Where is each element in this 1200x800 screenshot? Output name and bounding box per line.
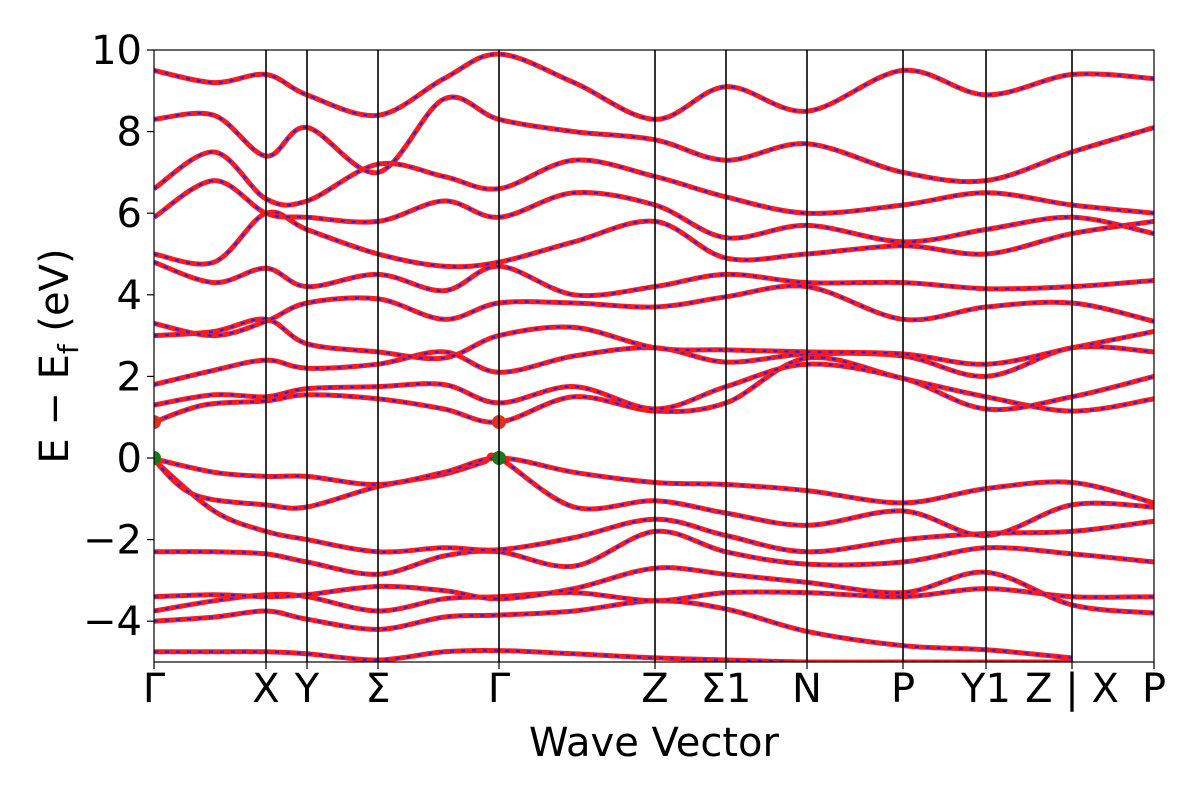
plot-frame	[153, 49, 1155, 663]
band-line-dashed-16	[154, 150, 1154, 215]
band-line-15	[154, 178, 1154, 245]
x-tick-label-4: Γ	[488, 666, 511, 712]
x-axis-title: Wave Vector	[529, 720, 780, 766]
x-tick-label-2: Y	[294, 666, 320, 712]
plot-area	[154, 51, 1154, 662]
x-axis-ticks: Γ X Y Σ Γ Z Σ1 N P Y1 Z | X P	[143, 662, 1166, 712]
band-line-dashed-6	[154, 454, 1154, 537]
y-tick-label-4: 2	[117, 354, 142, 400]
band-line-dashed-10	[154, 345, 1154, 386]
band-line-dashed-14	[154, 210, 1154, 268]
x-tick-label-10: Z | X	[1025, 666, 1119, 712]
x-tick-label-11: P	[1142, 666, 1166, 712]
y-tick-label-3: 4	[117, 273, 142, 319]
x-tick-label-8: P	[891, 666, 915, 712]
band-line-dashed-5	[154, 459, 1154, 554]
y-axis-ticks: 10 8 6 4 2 0 −2 −4	[83, 28, 154, 645]
y-axis-title-sub: f	[52, 343, 85, 354]
band-extremum-marker-2	[154, 451, 161, 465]
band-line-dashed-0	[154, 649, 1072, 662]
x-tick-label-0: Γ	[143, 666, 166, 712]
band-line-dashed-17	[154, 96, 1154, 183]
band-line-dashed-8	[154, 356, 1154, 424]
x-tick-label-6: Σ1	[701, 666, 752, 712]
x-tick-label-1: X	[252, 666, 279, 712]
band-line-dashed-4	[154, 530, 1154, 576]
y-tick-label-2: 6	[117, 191, 142, 237]
y-tick-label-5: 0	[117, 436, 142, 482]
band-line-dashed-9	[154, 362, 1154, 411]
band-line-dashed-13	[154, 261, 1154, 297]
y-tick-label-6: −2	[83, 518, 142, 564]
high-symmetry-lines	[265, 50, 1073, 662]
x-tick-label-3: Σ	[365, 666, 390, 712]
y-tick-label-1: 8	[117, 110, 142, 156]
band-line-3	[154, 565, 1154, 616]
band-line-11	[154, 316, 1154, 367]
y-tick-label-7: −4	[83, 599, 142, 645]
x-tick-label-7: N	[792, 666, 822, 712]
x-tick-label-5: Z	[641, 666, 668, 712]
band-extremum-marker-0	[154, 415, 161, 430]
y-tick-label-0: 10	[91, 28, 142, 74]
band-line-dashed-12	[154, 284, 1154, 337]
x-tick-label-9: Y1	[960, 666, 1011, 712]
band-line-dashed-18	[154, 52, 1154, 121]
y-axis-title-unit: (eV)	[32, 248, 78, 344]
band-line-7	[154, 455, 1154, 506]
y-axis-title-main: E − E	[32, 354, 78, 464]
y-axis-title: E − Ef (eV)	[32, 248, 85, 463]
